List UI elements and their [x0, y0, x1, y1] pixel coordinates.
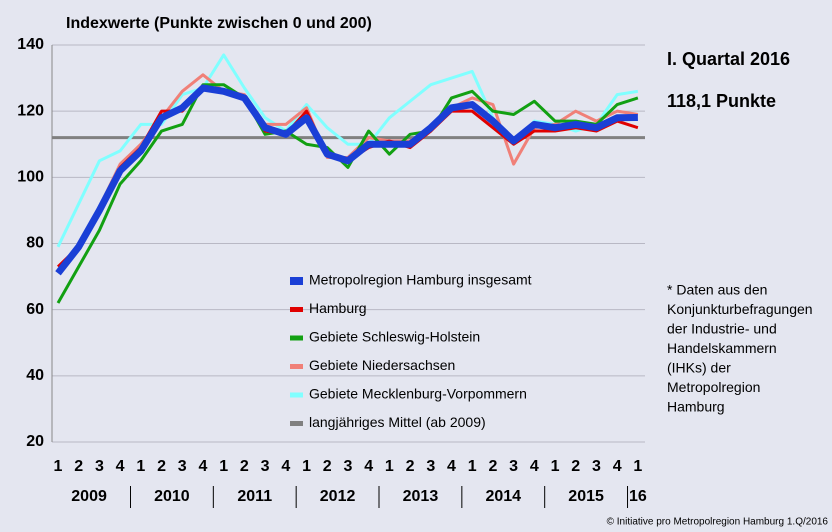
year-label: 2011 [237, 488, 272, 505]
footnote-line: Metropolregion [667, 379, 760, 395]
series-line [56, 73, 639, 271]
x-tick-label: 4 [364, 458, 373, 475]
headline: I. Quartal 2016 [667, 49, 790, 69]
legend-swatch [290, 335, 303, 341]
source: © Initiative pro Metropolregion Hamburg … [607, 517, 829, 528]
legend-swatch [290, 277, 303, 285]
x-tick-label: 1 [385, 458, 394, 475]
year-label: 2012 [320, 488, 356, 505]
x-tick-label: 1 [302, 458, 311, 475]
legend-label: langjähriges Mittel (ab 2009) [309, 414, 486, 430]
headline-value: 118,1 Punkte [667, 91, 776, 111]
x-tick-label: 2 [157, 458, 166, 475]
x-tick-label: 1 [468, 458, 477, 475]
y-tick-label: 20 [26, 433, 44, 450]
x-tick-label: 2 [323, 458, 332, 475]
x-tick-label: 4 [116, 458, 125, 475]
legend-swatch [290, 421, 303, 426]
x-tick-label: 1 [219, 458, 228, 475]
x-tick-label: 3 [426, 458, 435, 475]
y-tick-label: 140 [17, 36, 44, 53]
year-label: 16 [629, 488, 647, 505]
x-tick-label: 4 [199, 458, 208, 475]
x-tick-label: 3 [95, 458, 104, 475]
year-label: 2014 [485, 488, 521, 505]
footnote-line: der Industrie- und [667, 321, 777, 337]
legend-label: Metropolregion Hamburg insgesamt [309, 272, 532, 288]
legend-label: Gebiete Schleswig-Holstein [309, 329, 480, 345]
series-line [55, 84, 638, 276]
legend-label: Gebiete Niedersachsen [309, 357, 455, 373]
y-tick-label: 40 [26, 367, 44, 384]
footnote-line: Hamburg [667, 399, 725, 415]
y-tick-label: 120 [17, 102, 44, 119]
legend-swatch [290, 307, 303, 312]
x-tick-label: 2 [571, 458, 580, 475]
footnote-line: * Daten aus den [667, 282, 767, 298]
x-tick-label: 4 [613, 458, 622, 475]
x-tick-label: 3 [592, 458, 601, 475]
x-tick-label: 1 [633, 458, 642, 475]
x-tick-label: 4 [447, 458, 456, 475]
x-tick-label: 3 [343, 458, 352, 475]
year-label: 2010 [154, 488, 190, 505]
year-label: 2009 [71, 488, 107, 505]
legend-label: Hamburg [309, 300, 367, 316]
y-tick-label: 80 [26, 235, 44, 252]
x-tick-label: 2 [488, 458, 497, 475]
x-tick-label: 3 [261, 458, 270, 475]
legend-swatch [290, 392, 303, 398]
x-tick-label: 4 [530, 458, 539, 475]
year-label: 2013 [403, 488, 439, 505]
footnote-line: Konjunkturbefragungen [667, 301, 813, 317]
legend-label: Gebiete Mecklenburg-Vorpommern [309, 386, 527, 402]
series-line [56, 53, 639, 248]
x-tick-label: 4 [281, 458, 290, 475]
footnote-line: (IHKs) der [667, 360, 731, 376]
x-tick-label: 2 [406, 458, 415, 475]
y-tick-label: 60 [26, 301, 44, 318]
legend-box [290, 266, 560, 436]
x-tick-label: 1 [54, 458, 63, 475]
footnote-line: Handelskammern [667, 340, 777, 356]
series-line [56, 83, 639, 304]
y-tick-label: 100 [17, 169, 44, 186]
legend-swatch [290, 364, 303, 369]
x-tick-label: 3 [178, 458, 187, 475]
x-tick-label: 2 [74, 458, 83, 475]
chart-title: Indexwerte (Punkte zwischen 0 und 200) [66, 15, 372, 32]
x-tick-label: 2 [240, 458, 249, 475]
year-label: 2015 [568, 488, 604, 505]
x-tick-label: 1 [136, 458, 145, 475]
x-tick-label: 3 [509, 458, 518, 475]
x-tick-label: 1 [551, 458, 560, 475]
